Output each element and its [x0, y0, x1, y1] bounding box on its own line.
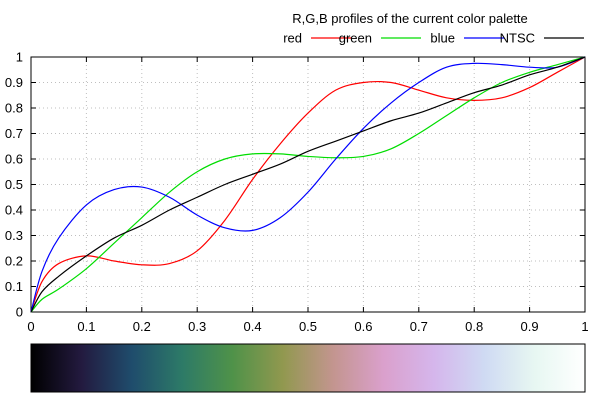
y-tick-label: 0.9: [5, 75, 23, 90]
y-tick-label: 0.1: [5, 279, 23, 294]
y-tick-label: 0.6: [5, 152, 23, 167]
y-tick-label: 0.3: [5, 228, 23, 243]
x-tick-label: 0.7: [410, 319, 428, 334]
y-tick-label: 0.2: [5, 254, 23, 269]
legend-label-green: green: [339, 31, 372, 46]
x-tick-label: 0.5: [299, 319, 317, 334]
axes: [30, 56, 586, 313]
y-tick-label: 0.5: [5, 177, 23, 192]
series-lines: [30, 56, 586, 313]
x-tick-label: 0.1: [77, 319, 95, 334]
y-tick-label: 0.8: [5, 101, 23, 116]
x-tick-label: 0.8: [465, 319, 483, 334]
tick-labels: 0 0.1 0.2 0.3 0.4 0.5 0.6 0.7 0.8 0.9 1 0 0.1 0.2 0.3 0…: [5, 50, 589, 335]
x-tick-label: 0.6: [354, 319, 372, 334]
series-line-green: [30, 56, 586, 313]
legend: red green blue NTSC: [283, 31, 584, 46]
y-tick-label: 0: [16, 305, 23, 320]
x-tick-label: 0.4: [244, 319, 262, 334]
grid: [31, 57, 585, 312]
y-tick-label: 1: [16, 50, 23, 65]
x-tick-label: 1: [581, 319, 588, 334]
x-tick-label: 0.3: [188, 319, 206, 334]
x-tick-label: 0.9: [521, 319, 539, 334]
chart-title: R,G,B profiles of the current color pale…: [292, 11, 528, 26]
series-line-blue: [30, 56, 586, 313]
y-tick-label: 0.7: [5, 126, 23, 141]
legend-label-blue: blue: [430, 31, 455, 46]
legend-label-ntsc: NTSC: [500, 31, 535, 46]
x-tick-label: 0.2: [133, 319, 151, 334]
x-tick-label: 0: [27, 319, 34, 334]
y-tick-label: 0.4: [5, 203, 23, 218]
series-line-ntsc: [30, 56, 586, 313]
series-line-red: [30, 56, 586, 313]
legend-label-red: red: [283, 31, 302, 46]
palette-colorbar: [30, 343, 586, 393]
